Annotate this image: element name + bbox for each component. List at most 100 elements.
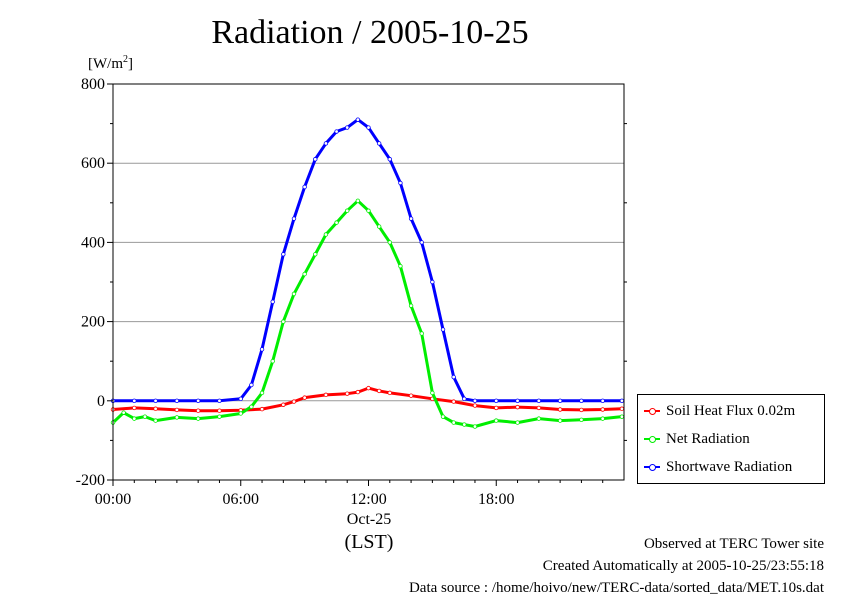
data-point — [600, 416, 605, 421]
y-tick-label: 0 — [97, 393, 105, 410]
data-point — [323, 392, 329, 398]
data-point — [281, 402, 286, 407]
data-point — [387, 240, 392, 245]
data-point — [451, 420, 456, 425]
data-point — [557, 418, 563, 423]
data-point — [557, 398, 563, 403]
legend-label-soil-heat-flux: Soil Heat Flux 0.02m — [666, 402, 796, 419]
legend-swatch-shortwave-radiation — [644, 464, 660, 471]
data-point — [302, 271, 307, 277]
data-point — [366, 385, 371, 391]
grid-lines — [113, 162, 624, 402]
data-point — [494, 405, 499, 411]
data-point — [408, 393, 414, 398]
data-point — [536, 398, 542, 403]
data-point — [270, 359, 275, 364]
data-point — [270, 299, 275, 304]
data-point — [302, 395, 307, 400]
y-tick-label: 800 — [81, 76, 105, 93]
data-point — [440, 327, 446, 332]
data-point — [132, 398, 137, 403]
data-point — [313, 252, 318, 257]
series-line-1 — [111, 199, 624, 428]
data-point — [217, 408, 222, 413]
data-point — [345, 391, 350, 396]
data-point — [323, 232, 329, 237]
legend-item-shortwave-radiation: Shortwave Radiation — [644, 457, 792, 477]
data-point — [536, 416, 542, 421]
data-point — [440, 414, 446, 419]
data-point — [259, 406, 265, 412]
data-point — [281, 319, 286, 324]
data-point — [313, 157, 318, 162]
x-axis-title: (LST) — [344, 531, 394, 553]
legend-label-net-radiation: Net Radiation — [666, 430, 750, 447]
data-point — [536, 405, 542, 411]
data-point — [334, 220, 339, 225]
data-point — [345, 208, 350, 213]
data-point — [619, 414, 625, 419]
data-point — [451, 374, 456, 380]
chart-title: Radiation / 2005-10-25 — [211, 14, 529, 51]
data-point — [387, 157, 392, 162]
data-point — [451, 399, 456, 404]
footer-observed-site: Observed at TERC Tower site — [643, 536, 824, 552]
data-point — [579, 417, 584, 423]
data-point — [259, 347, 265, 352]
data-point — [515, 420, 520, 425]
data-point — [419, 331, 424, 336]
data-point — [557, 407, 563, 412]
data-point — [376, 224, 382, 229]
data-point — [174, 398, 180, 403]
data-point — [619, 406, 625, 411]
legend-item-soil-heat-flux: Soil Heat Flux 0.02m — [644, 401, 795, 421]
data-point — [195, 398, 201, 403]
x-tick-label: 00:00 — [95, 491, 131, 508]
series-line-0 — [111, 386, 624, 413]
data-point — [494, 398, 499, 403]
data-point — [472, 398, 478, 403]
data-point — [494, 418, 499, 423]
data-point — [366, 125, 371, 130]
x-tick-label: 18:00 — [478, 491, 514, 508]
legend: Soil Heat Flux 0.02m Net Radiation Short… — [637, 394, 825, 484]
data-point — [366, 208, 371, 213]
y-tick-label: 200 — [81, 314, 105, 331]
data-point — [430, 390, 435, 396]
data-point — [355, 198, 361, 204]
data-point — [291, 399, 297, 404]
data-point — [132, 416, 137, 421]
data-point — [419, 240, 424, 245]
data-point — [579, 398, 584, 403]
data-point — [323, 141, 329, 146]
data-point — [462, 422, 467, 427]
legend-item-net-radiation: Net Radiation — [644, 429, 750, 449]
footer-data-source: Data source : /home/hoivo/new/TERC-data/… — [408, 580, 824, 596]
data-point — [398, 263, 403, 269]
data-point — [249, 404, 254, 409]
legend-label-shortwave-radiation: Shortwave Radiation — [666, 458, 793, 475]
data-point — [153, 406, 158, 411]
data-point — [174, 415, 180, 420]
series-line-2 — [111, 118, 624, 403]
data-point — [462, 396, 467, 402]
data-point — [153, 418, 158, 423]
data-point — [472, 424, 478, 429]
y-axis-unit-label: [W/m2] — [88, 54, 133, 72]
data-point — [281, 252, 286, 257]
data-point — [121, 410, 126, 415]
data-point — [217, 414, 222, 419]
data-point — [355, 389, 361, 395]
legend-swatch-soil-heat-flux — [644, 408, 660, 415]
data-point — [355, 117, 361, 122]
data-point — [132, 405, 137, 411]
data-point — [195, 408, 201, 413]
data-point — [579, 407, 584, 413]
footer-created-timestamp: Created Automatically at 2005-10-25/23:5… — [542, 558, 824, 574]
data-point — [398, 180, 403, 186]
data-point — [376, 388, 382, 394]
data-point — [217, 398, 222, 403]
data-point — [600, 398, 605, 403]
data-point — [238, 411, 243, 416]
